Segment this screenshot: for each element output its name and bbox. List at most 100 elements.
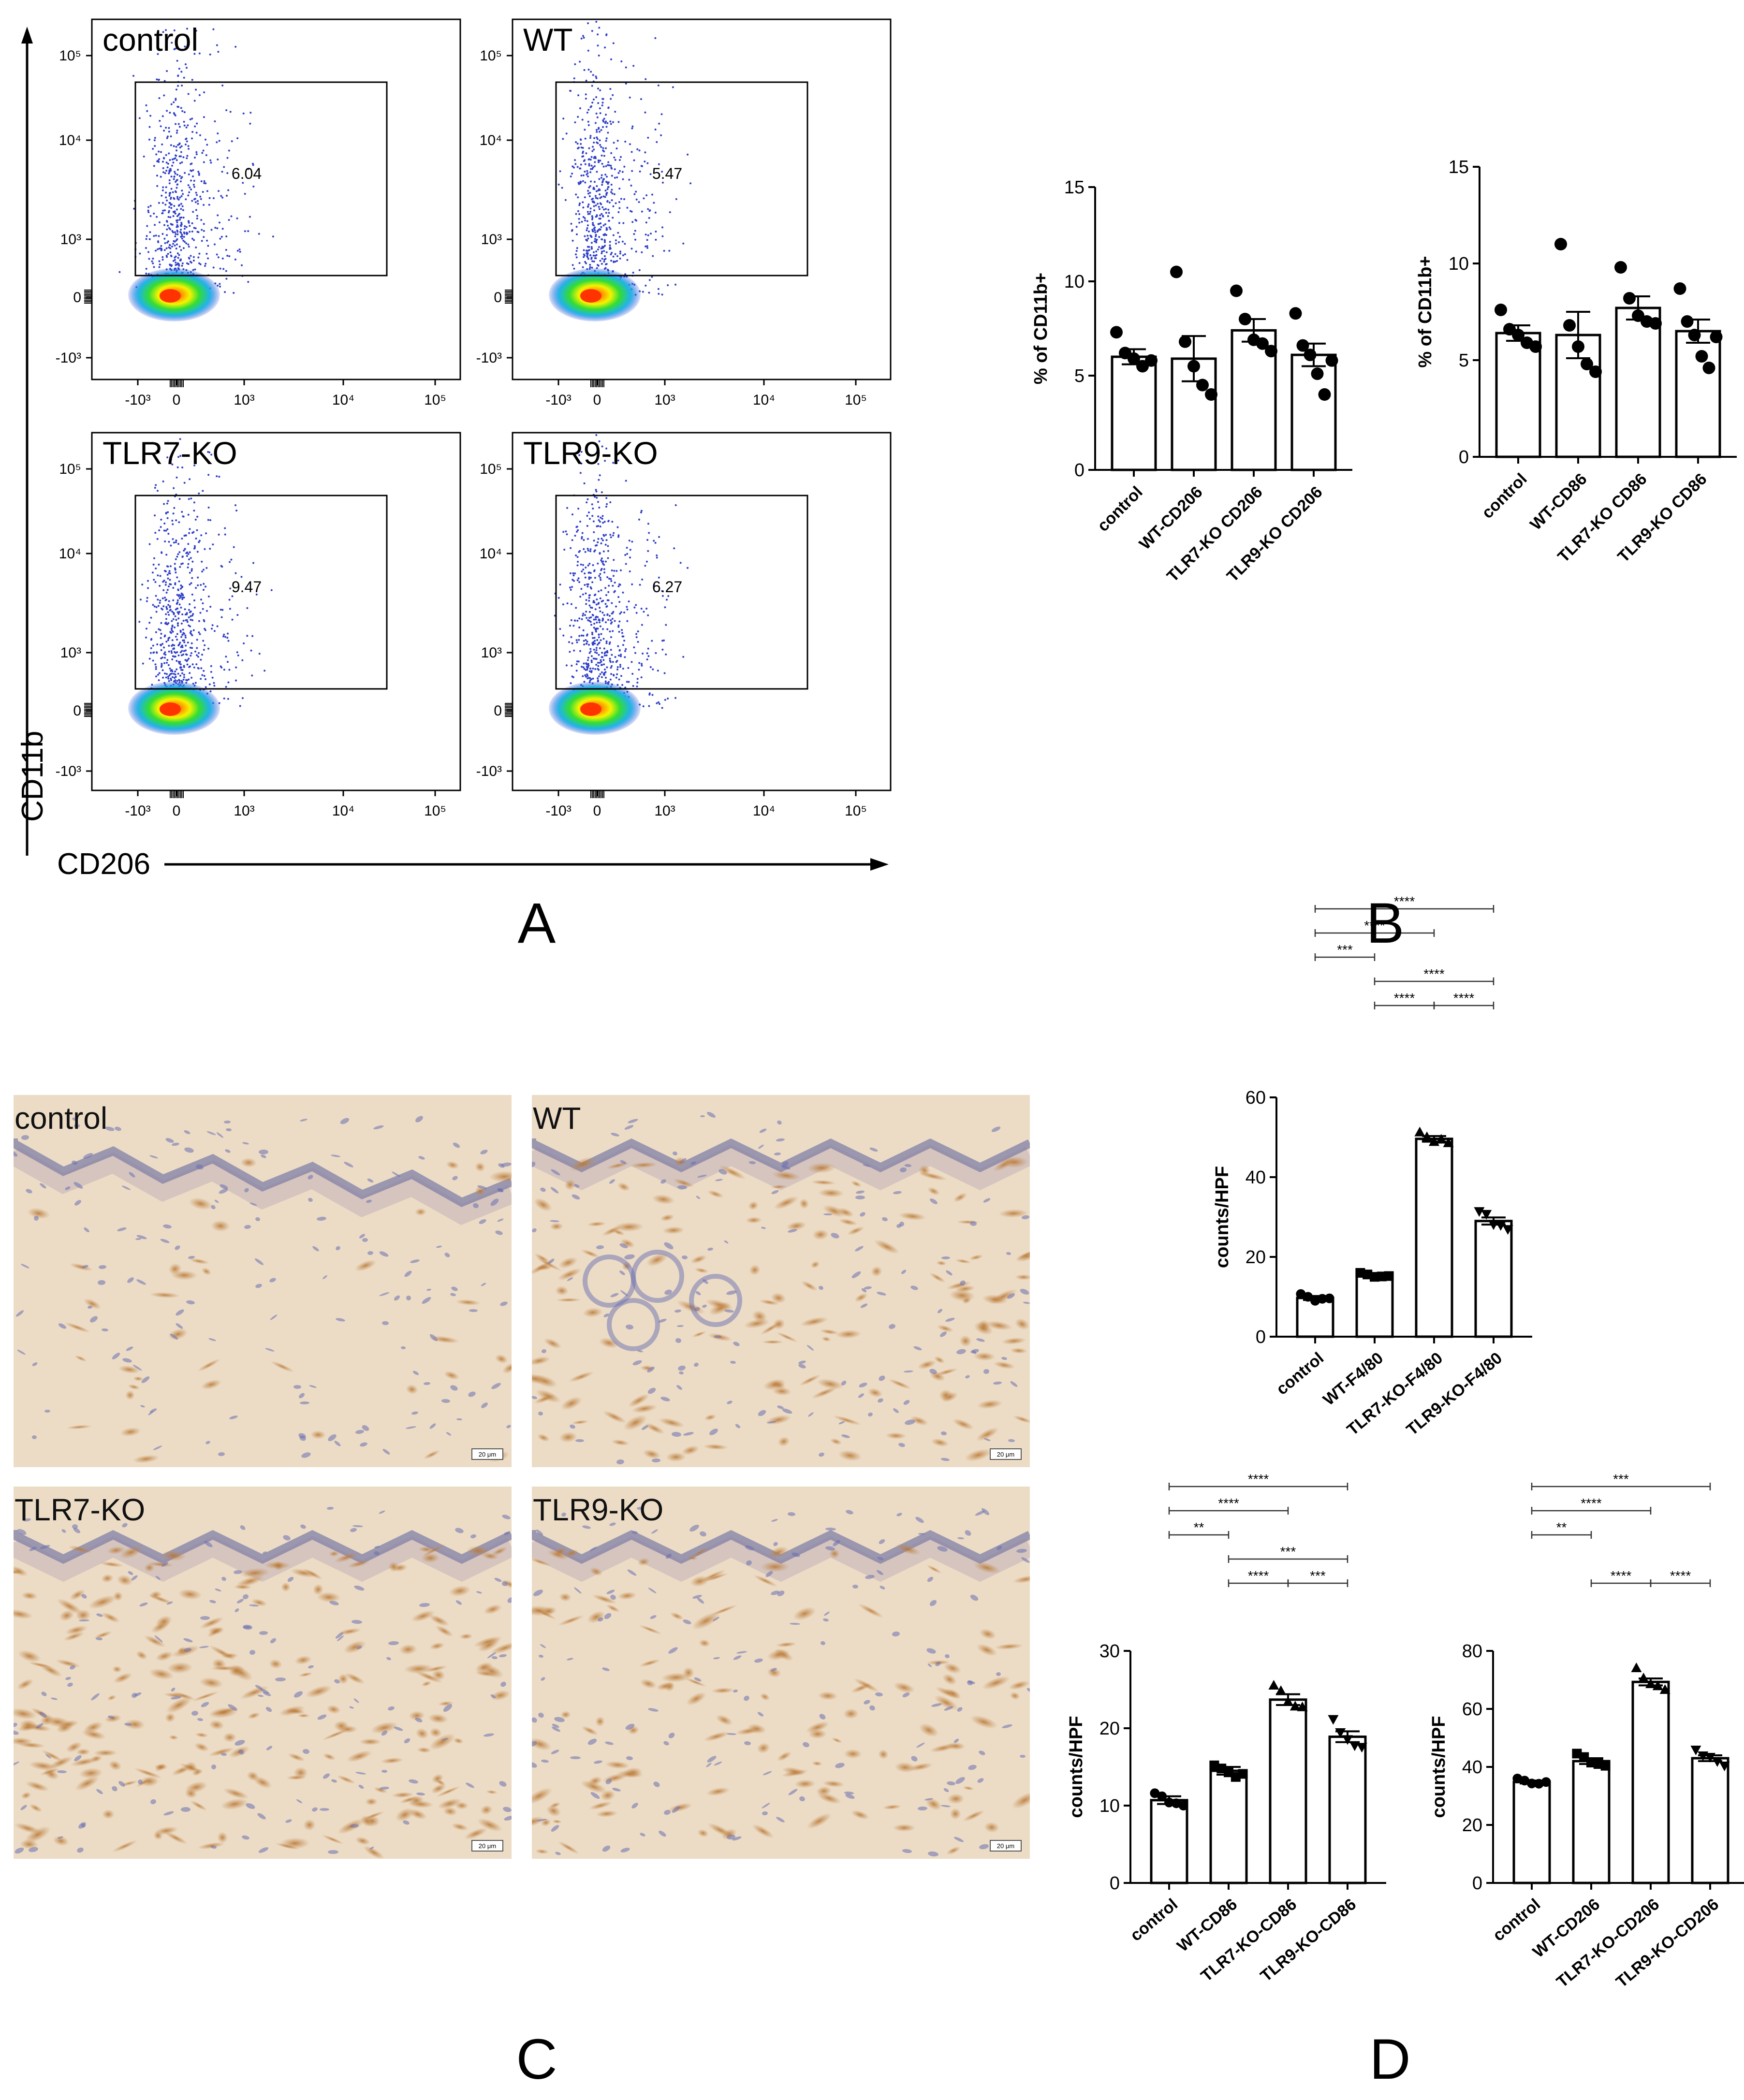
flow-event [207,519,209,521]
flow-event [198,262,200,264]
flow-event [612,205,615,207]
nucleus [620,1848,630,1852]
stained-cell [212,1658,226,1670]
flow-event [145,104,147,106]
flow-event [228,669,231,671]
flow-event [599,208,601,210]
flow-event [597,463,600,465]
flow-event [203,569,205,571]
nucleus [773,1542,778,1546]
nucleus [58,1323,67,1329]
nucleus [1002,1724,1012,1728]
flow-event [211,627,213,630]
flow-event [169,251,172,253]
flow-event [573,166,575,169]
nucleus [214,1199,219,1203]
nucleus [156,1575,161,1580]
nucleus [296,1799,303,1804]
flow-event [200,658,202,661]
flow-event [228,255,231,257]
nucleus [984,1438,991,1441]
nucleus [682,1255,688,1260]
nucleus [979,1750,985,1755]
nucleus [327,1506,334,1510]
nucleus [309,1385,317,1388]
flow-event [175,262,177,264]
flow-event [632,685,634,687]
flow-event [177,661,180,663]
stained-cell [949,1289,975,1302]
nucleus [879,1586,885,1590]
flow-event [612,575,615,577]
data-point [1649,317,1662,330]
flow-y-tick-label: 10⁵ [480,461,502,477]
data-point [1690,1746,1701,1755]
flow-event [571,665,573,667]
nucleus [690,1161,696,1165]
flow-event [587,258,589,260]
flow-event [584,254,586,257]
flow-event [205,686,207,688]
flow-event [617,241,620,243]
flow-event [610,667,612,669]
stained-cell [189,1258,209,1265]
flow-event [606,188,609,190]
flow-event [188,257,190,259]
stained-cell [882,1804,902,1810]
flow-event [616,668,618,671]
flow-event [577,210,579,212]
flow-event [622,635,625,638]
flow-event [589,234,592,237]
y-axis-label: % of CD11b+ [1415,256,1436,367]
nucleus [480,1150,488,1154]
nucleus [466,1782,474,1788]
stained-cell [74,1355,87,1362]
stained-cell [44,1716,71,1728]
flow-event [196,654,198,656]
flow-event [602,638,605,640]
flow-event [272,235,274,238]
flow-event [179,219,181,221]
flow-event [602,233,605,236]
flow-event [577,147,579,149]
flow-event [597,88,599,90]
nucleus [627,1569,637,1576]
flow-x-tick-label: 10⁵ [424,392,446,408]
flow-event [205,262,207,265]
flow-event [648,532,650,534]
flow-event [617,121,620,123]
nucleus [468,1391,476,1397]
nucleus [149,1155,158,1159]
histology-label: TLR7-KO [15,1492,145,1527]
flow-event [587,549,589,552]
nucleus [242,1142,249,1145]
flow-event [587,205,589,208]
nucleus [538,1712,544,1718]
nucleus [996,1672,1001,1677]
y-tick-label: 5 [1459,350,1469,371]
flow-event [234,258,236,261]
data-point [1268,1680,1279,1690]
flow-event [169,193,171,195]
flow-event [608,164,610,166]
y-tick-label: 30 [1099,1641,1120,1662]
stained-cell [639,1659,661,1667]
flow-event [582,569,585,571]
flow-event [592,677,594,680]
flow-event [176,187,178,189]
flow-event [600,196,602,198]
stained-cell [946,1846,961,1855]
flow-event [184,636,187,639]
flow-event [591,633,594,636]
flow-gate-value: 9.47 [232,578,262,596]
flow-event [622,178,624,180]
flow-event [171,223,173,226]
flow-event [168,570,171,572]
flow-event [240,576,243,578]
flow-event [586,675,589,677]
flow-event [162,480,164,482]
category-label: WT-CD86 [1526,470,1590,534]
flow-event [625,66,627,69]
nucleus [184,1130,191,1134]
